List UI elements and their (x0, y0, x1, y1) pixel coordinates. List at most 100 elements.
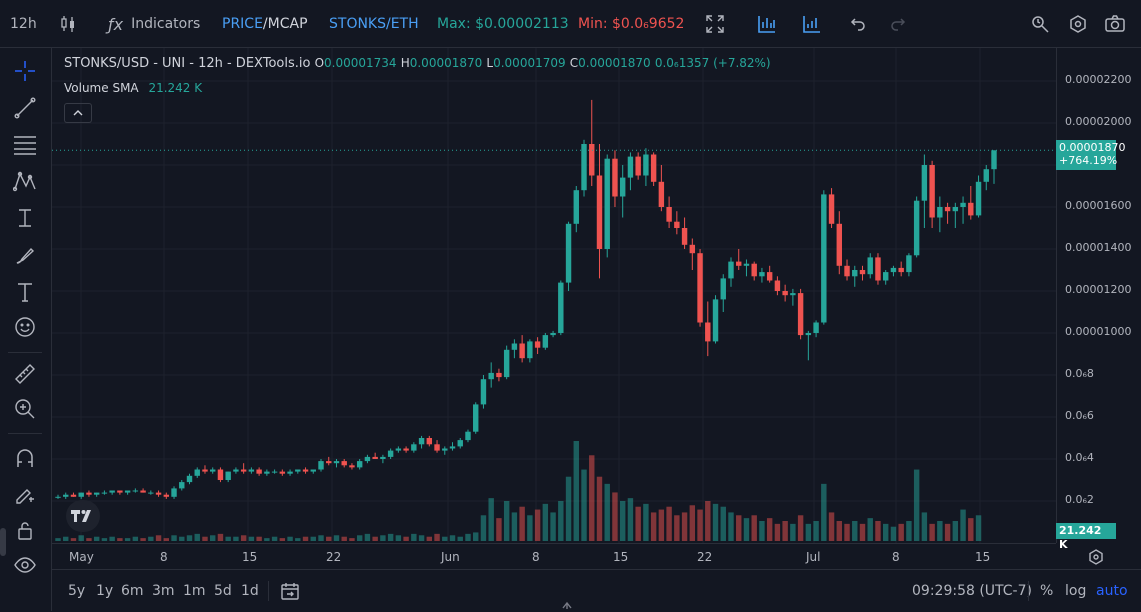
settings-gear-icon[interactable] (1069, 0, 1087, 48)
time-axis[interactable]: May 8 15 22 Jun 8 15 22 Jul 8 15 (52, 543, 1056, 569)
candle (821, 190, 827, 325)
candle (194, 467, 200, 478)
volume-value: 21.242 K (148, 81, 203, 95)
price-mcap-toggle[interactable]: PRICE/MCAP (222, 0, 308, 48)
measure-icon[interactable] (12, 205, 38, 231)
candle-body (573, 190, 579, 224)
log-scale-toggle[interactable]: log (1065, 570, 1086, 612)
range-label: 1d (241, 583, 259, 599)
candle (496, 368, 502, 382)
candle (712, 295, 719, 344)
volume-chart-icon[interactable] (803, 0, 821, 48)
candle-body (844, 265, 850, 277)
visibility-eye-icon[interactable] (12, 552, 38, 578)
candle (573, 186, 579, 233)
candle-body (356, 461, 363, 468)
volume-bar (109, 536, 115, 541)
range-6m-button[interactable]: 6m (121, 570, 144, 612)
ruler-icon[interactable] (12, 361, 38, 387)
volume-bar (542, 503, 549, 541)
toolbar-divider (8, 352, 42, 353)
emoji-icon[interactable] (12, 314, 38, 340)
fullscreen-icon[interactable] (706, 0, 724, 48)
candle (689, 238, 696, 270)
interval-selector[interactable]: 12h (10, 0, 37, 48)
volume-bar (534, 509, 541, 541)
bar-chart-icon[interactable] (758, 0, 776, 48)
volume-bar (836, 521, 842, 541)
pattern-icon[interactable] (12, 168, 38, 194)
candle (372, 452, 378, 459)
candle-type-icon[interactable] (60, 0, 76, 48)
candle (63, 492, 69, 499)
candle-body (449, 446, 456, 449)
range-5y-button[interactable]: 5y (68, 570, 85, 612)
candle-body (666, 207, 672, 222)
fib-retracement-icon[interactable] (12, 132, 38, 158)
symbol-title: STONKS/USD - UNI - 12h - DEXTools.io (64, 56, 311, 71)
range-5d-button[interactable]: 5d (214, 570, 232, 612)
volume-bar (488, 498, 494, 541)
tradingview-logo[interactable] (66, 500, 100, 532)
zoom-in-icon[interactable] (12, 396, 38, 422)
candle-body (751, 263, 757, 277)
range-1m-button[interactable]: 1m (183, 570, 206, 612)
volume-bar (380, 535, 386, 541)
volume-bar (295, 538, 301, 541)
tradingview-logo-icon (71, 510, 91, 522)
price-chart[interactable] (52, 48, 1056, 543)
candle-body (859, 270, 866, 275)
volume-bar (473, 532, 479, 541)
candle (852, 265, 858, 287)
candle-body (983, 169, 989, 182)
percent-scale-toggle[interactable]: % (1040, 570, 1053, 612)
indicators-button[interactable]: ƒx Indicators (108, 0, 200, 48)
candle-body (782, 291, 788, 296)
candle (975, 175, 982, 218)
redo-icon[interactable] (890, 0, 906, 48)
volume-bar (503, 501, 510, 541)
candle (233, 467, 239, 474)
mcap-toggle-label: /MCAP (262, 16, 308, 32)
volume-bar (356, 535, 363, 541)
undo-icon[interactable] (850, 0, 866, 48)
text-tool-icon[interactable] (12, 279, 38, 305)
stay-drawing-icon[interactable] (12, 481, 38, 507)
toolbar-scrollbar[interactable] (0, 528, 6, 556)
max-price-label: Max: $0.00002113 (437, 0, 569, 48)
candle-body (581, 144, 587, 191)
time-tick-label: 22 (697, 550, 713, 564)
clock-display[interactable]: 09:29:58 (UTC-7) (912, 570, 1032, 612)
candle-body (991, 150, 997, 170)
range-3m-button[interactable]: 3m (152, 570, 175, 612)
volume-bar (821, 483, 827, 541)
range-1y-button[interactable]: 1y (96, 570, 113, 612)
candle-body (426, 438, 433, 445)
brush-icon[interactable] (12, 242, 38, 268)
expand-panel-arrow-icon[interactable] (560, 598, 574, 612)
collapse-legend-button[interactable] (64, 103, 92, 123)
range-1d-button[interactable]: 1d (241, 570, 259, 612)
candle-body (968, 202, 974, 216)
candle-body (70, 494, 77, 497)
candle-body (63, 494, 69, 497)
auto-scale-toggle[interactable]: auto (1096, 570, 1128, 612)
trend-line-icon[interactable] (12, 95, 38, 121)
camera-icon[interactable] (1105, 0, 1125, 48)
volume-bar (658, 509, 665, 541)
volume-bar (612, 492, 618, 541)
crosshair-icon[interactable] (12, 58, 38, 84)
candle-body (913, 200, 920, 256)
chart-pane[interactable]: STONKS/USD - UNI - 12h - DEXTools.io O0.… (52, 48, 1056, 543)
range-label: 5y (68, 583, 86, 599)
pair-toggle[interactable]: STONKS/ETH (329, 0, 419, 48)
quick-search-icon[interactable] (1031, 0, 1049, 48)
date-range-calendar-icon[interactable] (280, 570, 300, 612)
volume-bar (148, 536, 154, 541)
magnet-icon[interactable] (12, 445, 38, 471)
lock-icon[interactable] (12, 517, 38, 543)
candle-body (697, 253, 703, 323)
axis-settings-gear-icon[interactable] (1086, 547, 1106, 567)
price-axis[interactable]: 0.00002200 0.00002000 0.00001600 0.00001… (1056, 48, 1141, 543)
candle-body (418, 438, 425, 445)
